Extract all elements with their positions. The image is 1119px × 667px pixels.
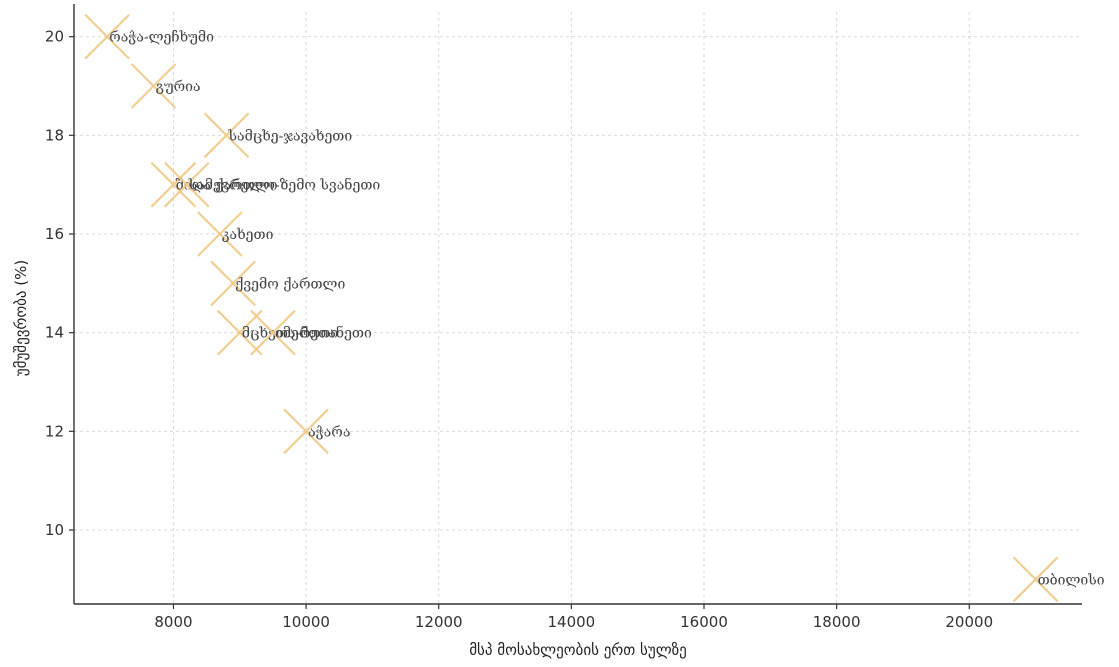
grid-layer — [74, 12, 1082, 604]
point-label: შიდა ქართლი — [175, 177, 277, 194]
axes-layer: 8000 10000 12000 14000 16000 18000 20000 10 12 14… — [45, 4, 1082, 631]
y-tick-label: 10 — [45, 521, 64, 539]
data-point: კახეთი — [197, 211, 274, 257]
data-point: რაჭა-ლეჩხუმი — [84, 13, 214, 60]
data-point: ქვემო ქართლი — [210, 260, 345, 307]
data-point: სამცხე-ჯავახეთი — [203, 112, 353, 159]
x-tick-label: 20000 — [945, 613, 993, 631]
point-marker-stroke — [250, 309, 296, 356]
point-marker-stroke — [203, 112, 250, 159]
data-point: აჭარა — [283, 408, 350, 455]
point-label: თბილისი — [1038, 571, 1105, 588]
point-label: კახეთი — [222, 226, 274, 243]
point-label: ქვემო ქართლი — [235, 275, 345, 292]
x-tick-label: 16000 — [680, 613, 728, 631]
y-tick-label: 14 — [45, 324, 64, 342]
point-marker-stroke — [163, 161, 210, 208]
point-label: მცხეთა-მთიანეთი — [242, 324, 372, 342]
x-tick-label: 10000 — [282, 613, 330, 631]
point-label: აჭარა — [308, 423, 350, 440]
point-marker-stroke — [283, 408, 329, 455]
data-point: სამეგრელო-ზემო სვანეთი — [163, 161, 381, 208]
point-label: რაჭა-ლეჩხუმი — [109, 29, 214, 46]
data-point: თბილისი — [1012, 556, 1105, 603]
y-tick-label: 18 — [45, 126, 64, 144]
data-point: შიდა ქართლი — [150, 161, 278, 208]
y-tick-label: 20 — [45, 28, 64, 46]
point-marker-stroke — [210, 260, 256, 307]
data-point: მცხეთა-მთიანეთი — [217, 309, 372, 356]
data-point: გურია — [130, 63, 201, 109]
x-tick-label: 12000 — [415, 613, 463, 631]
y-tick-label: 16 — [45, 225, 64, 243]
points-layer: რაჭა-ლეჩხუმი გურია სამცხე-ჯავახეთი შიდა ქარ… — [84, 13, 1105, 603]
point-label: სამცხე-ჯავახეთი — [228, 127, 353, 144]
x-tick-label: 8000 — [154, 613, 192, 631]
data-point: იმერეთი — [250, 309, 338, 356]
y-tick-label: 12 — [45, 422, 64, 440]
x-tick-label: 14000 — [548, 613, 596, 631]
point-label: გურია — [156, 78, 201, 95]
point-marker-stroke — [1012, 556, 1059, 603]
x-tick-label: 18000 — [813, 613, 861, 631]
point-marker-stroke — [197, 211, 243, 257]
x-axis-label: მსპ მოსახლეობის ერთ სულზე — [469, 641, 687, 659]
point-label: იმერეთი — [275, 325, 338, 342]
point-marker-stroke — [130, 63, 177, 109]
point-marker-stroke — [150, 161, 197, 208]
point-label: სამეგრელო-ზემო სვანეთი — [188, 176, 381, 194]
point-marker-stroke — [217, 309, 263, 356]
y-axis-label: უმუშევრობა (%) — [12, 260, 30, 376]
point-marker-stroke — [84, 13, 130, 60]
